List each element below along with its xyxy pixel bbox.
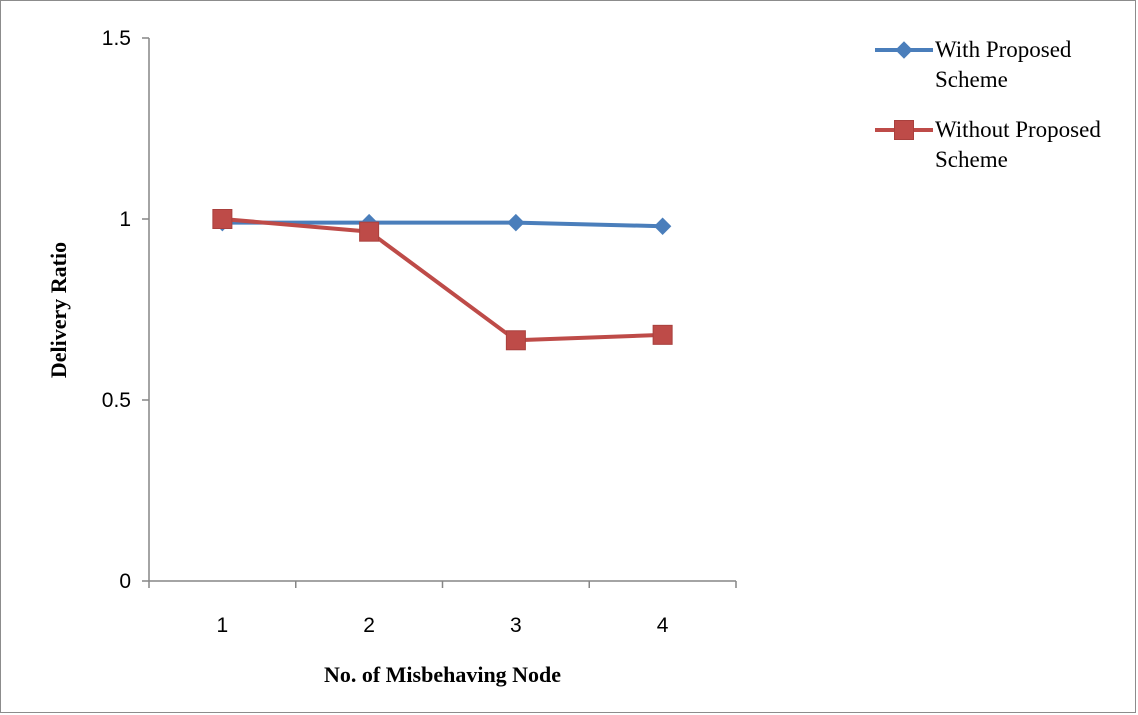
- data-point: [359, 221, 380, 242]
- legend-entry: With Proposed Scheme: [875, 37, 1072, 92]
- y-ticks: 0 0.5 1 1.5: [102, 27, 149, 593]
- y-tick-label: 0.5: [102, 389, 131, 412]
- x-tick-label: 1: [217, 614, 229, 637]
- legend-label: Scheme: [935, 147, 1008, 172]
- data-point: [507, 213, 525, 232]
- y-axis-title: Delivery Ratio: [46, 242, 71, 378]
- x-ticks: 1 2 3 4: [148, 581, 737, 637]
- y-tick-label: 0: [119, 570, 131, 593]
- legend-entry: Without Proposed Scheme: [875, 117, 1101, 172]
- legend: With Proposed Scheme Without Proposed Schem…: [875, 37, 1101, 172]
- legend-label: Scheme: [935, 67, 1008, 92]
- data-point: [652, 324, 673, 345]
- y-tick-label: 1.5: [102, 27, 131, 50]
- axes: [148, 38, 736, 582]
- x-tick-label: 2: [363, 614, 375, 637]
- x-tick-label: 4: [657, 614, 669, 637]
- series-2: [212, 209, 673, 351]
- legend-marker: [894, 120, 914, 140]
- series-layer: [212, 209, 673, 351]
- x-tick-label: 3: [510, 614, 522, 637]
- data-point: [653, 217, 672, 235]
- x-axis-title: No. of Misbehaving Node: [324, 662, 561, 687]
- data-point: [212, 209, 233, 229]
- y-tick-label: 1: [119, 208, 131, 231]
- legend-label: With Proposed: [935, 37, 1072, 62]
- series-line: [220, 217, 665, 343]
- series-line: [220, 220, 665, 229]
- legend-label: Without Proposed: [935, 117, 1101, 142]
- data-point: [505, 330, 526, 351]
- legend-marker: [895, 41, 913, 59]
